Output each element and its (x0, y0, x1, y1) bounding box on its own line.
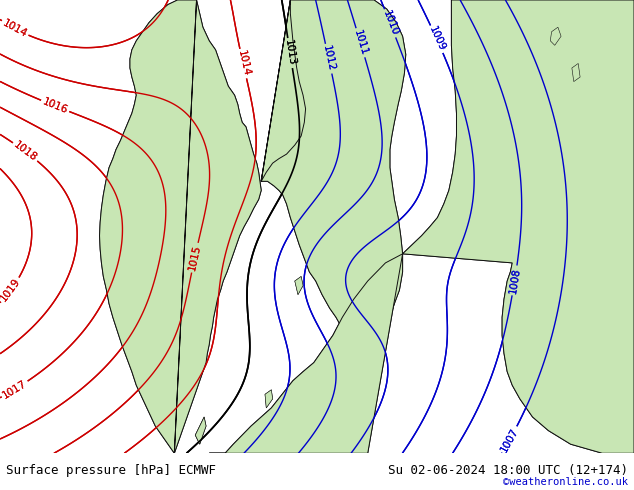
Text: ©weatheronline.co.uk: ©weatheronline.co.uk (503, 477, 628, 487)
Polygon shape (209, 254, 403, 453)
Text: 1010: 1010 (380, 9, 399, 37)
Polygon shape (295, 276, 303, 294)
Polygon shape (550, 27, 561, 46)
Text: 1017: 1017 (1, 378, 29, 400)
Text: 1008: 1008 (508, 267, 522, 294)
Polygon shape (195, 417, 206, 444)
Text: Su 02-06-2024 18:00 UTC (12+174): Su 02-06-2024 18:00 UTC (12+174) (387, 464, 628, 477)
Text: 1014: 1014 (1, 18, 29, 39)
Polygon shape (403, 0, 634, 453)
Text: 1014: 1014 (235, 49, 251, 77)
Text: 1016: 1016 (41, 97, 69, 116)
Text: 1008: 1008 (508, 267, 522, 294)
Text: 1014: 1014 (1, 18, 29, 39)
Text: 1012: 1012 (321, 45, 336, 73)
Polygon shape (209, 254, 403, 453)
Text: 1016: 1016 (41, 97, 69, 116)
Text: 1013: 1013 (283, 39, 297, 67)
Text: Surface pressure [hPa] ECMWF: Surface pressure [hPa] ECMWF (6, 464, 216, 477)
Text: 1009: 1009 (427, 25, 447, 53)
Polygon shape (261, 0, 406, 340)
Polygon shape (572, 64, 580, 82)
Polygon shape (261, 0, 406, 340)
Polygon shape (572, 64, 580, 82)
Polygon shape (100, 0, 261, 453)
Text: 1018: 1018 (12, 140, 39, 164)
Text: 1015: 1015 (187, 244, 202, 271)
Text: 1007: 1007 (499, 426, 521, 454)
Text: 1009: 1009 (427, 25, 447, 53)
Text: 1018: 1018 (12, 140, 39, 164)
Text: 1015: 1015 (187, 244, 202, 271)
Text: 1012: 1012 (321, 45, 336, 73)
Text: 1013: 1013 (283, 39, 297, 67)
Text: 1017: 1017 (1, 378, 29, 400)
Text: 1019: 1019 (0, 276, 22, 304)
Polygon shape (265, 390, 273, 408)
Text: 1011: 1011 (352, 29, 369, 57)
Text: 1014: 1014 (235, 49, 251, 77)
Text: 1011: 1011 (352, 29, 369, 57)
Polygon shape (550, 27, 561, 46)
Polygon shape (195, 417, 206, 444)
Polygon shape (100, 0, 261, 453)
Polygon shape (265, 390, 273, 408)
Text: 1007: 1007 (499, 426, 521, 454)
Polygon shape (403, 0, 634, 453)
Text: 1019: 1019 (0, 276, 22, 304)
Text: 1010: 1010 (380, 9, 399, 37)
Polygon shape (295, 276, 303, 294)
